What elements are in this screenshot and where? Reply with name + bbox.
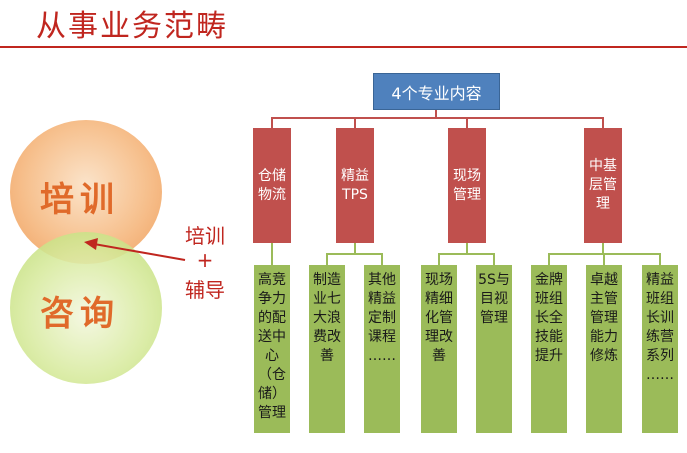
connector: [326, 253, 382, 255]
leaf-node: 高竞 争力 的配 送中 心 （仓 储） 管理: [254, 265, 290, 433]
leaf-node: 其他 精益 定制 课程 ……: [364, 265, 400, 433]
leaf-node: 金牌 班组 长全 技能 提升: [531, 265, 567, 433]
connector: [438, 253, 494, 255]
side-note-plus: +: [196, 248, 214, 272]
connector: [602, 117, 604, 128]
side-note-training: 培训: [185, 224, 225, 248]
connector: [659, 253, 661, 265]
connector: [548, 253, 550, 265]
connector: [271, 117, 273, 128]
category-node-management: 中基 层管 理: [584, 128, 622, 243]
leaf-node: 精益 班组 长训 练营 系列 ……: [642, 265, 678, 433]
arrow-icon: [84, 238, 186, 261]
connector: [354, 117, 356, 128]
connector: [466, 243, 468, 254]
connector: [602, 243, 604, 254]
consulting-label: 咨询: [40, 294, 120, 334]
consulting-circle: [10, 232, 162, 384]
title-divider: [0, 46, 687, 48]
leaf-node: 制造 业七 大浪 费改 善: [309, 265, 345, 433]
root-node: 4个专业内容: [373, 73, 500, 110]
connector: [493, 253, 495, 265]
leaf-node: 现场 精细 化管 理改 善: [421, 265, 457, 433]
connector: [603, 253, 605, 265]
connector: [381, 253, 383, 265]
category-node-lean: 精益 TPS: [336, 128, 374, 243]
page-title: 从事业务范畴: [36, 9, 228, 44]
connector: [466, 117, 468, 128]
category-node-onsite: 现场 管理: [448, 128, 486, 243]
leaf-node: 卓越 主管 管理 能力 修炼: [586, 265, 622, 433]
connector: [271, 117, 603, 119]
training-label: 培训: [40, 180, 120, 220]
side-note-guidance: 辅导: [185, 278, 225, 302]
category-node-warehouse: 仓储 物流: [253, 128, 291, 243]
leaf-node: 5S与 目视 管理: [476, 265, 512, 433]
connector: [354, 243, 356, 254]
connector: [326, 253, 328, 265]
connector: [271, 243, 273, 265]
connector: [438, 253, 440, 265]
connector: [435, 108, 437, 118]
